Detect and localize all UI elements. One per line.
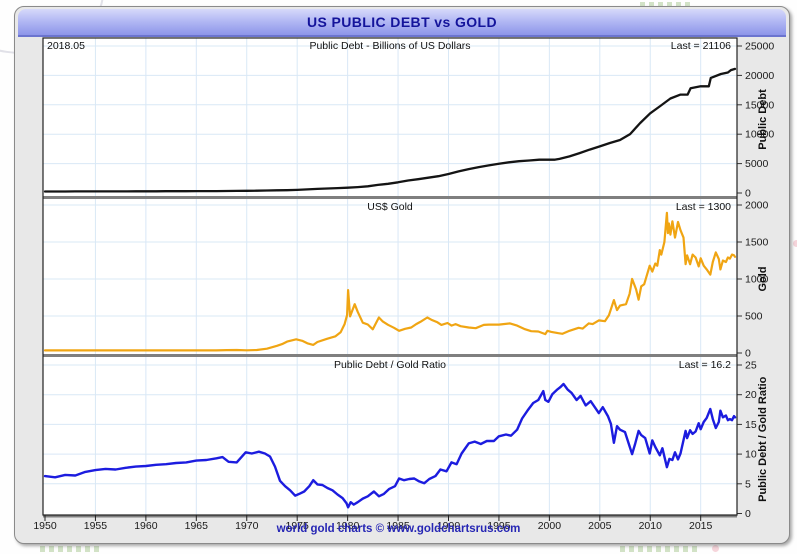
- xtick-label: 1990: [437, 520, 461, 532]
- xtick-label: 1975: [286, 520, 310, 532]
- watermark-dashes-bottom-left: [40, 546, 100, 552]
- xtick-label: 1985: [386, 520, 410, 532]
- gold-ytick-label: 1000: [745, 274, 769, 286]
- xtick-label: 1980: [336, 520, 360, 532]
- debt-gold-ratio-ytick-label: 0: [745, 508, 751, 520]
- xtick-label: 1970: [235, 520, 259, 532]
- gold-ytick-label: 0: [745, 348, 751, 360]
- xtick-label: 2000: [538, 520, 562, 532]
- debt-gold-ratio-last-label: Last = 16.2: [679, 359, 731, 371]
- debt-gold-ratio-line: [43, 382, 737, 509]
- debt-gold-ratio-ytick-label: 25: [745, 360, 757, 372]
- xtick-label: 2005: [588, 520, 612, 532]
- gold-ytick-label: 2000: [745, 200, 769, 212]
- public-debt-panel-title: Public Debt - Billions of US Dollars: [309, 40, 470, 52]
- date-label: 2018.05: [47, 40, 85, 52]
- window-title: US PUBLIC DEBT vs GOLD: [306, 14, 498, 30]
- public-debt-last-label: Last = 21106: [671, 40, 731, 52]
- watermark-dashes-bottom-right: [620, 546, 700, 552]
- public-debt-ytick-label: 0: [745, 188, 751, 200]
- watermark-dashes-top-right: [640, 2, 690, 8]
- debt-gold-ratio-ytick-label: 20: [745, 389, 757, 401]
- panel-public-debt: 0 5000 10000 15000 20000 25000 Public Debt - B…: [43, 38, 774, 200]
- public-debt-ytick-label: 25000: [745, 41, 774, 53]
- debt-gold-ratio-axis-title: Public Debt / Gold Ratio: [757, 376, 769, 502]
- plot-border: [42, 37, 738, 516]
- gold-ytick-label: 500: [745, 311, 763, 323]
- panel-separator-2: [43, 354, 737, 357]
- debt-gold-ratio-ytick-label: 10: [745, 449, 757, 461]
- xtick-label: 1950: [33, 520, 57, 532]
- public-debt-line: [43, 67, 737, 193]
- xtick-label: 1995: [487, 520, 511, 532]
- watermark-dot-right: [793, 240, 797, 247]
- x-axis-bar: [43, 515, 737, 518]
- debt-gold-ratio-panel-title: Public Debt / Gold Ratio: [334, 359, 446, 371]
- watermark-dot-bottom: [712, 545, 719, 552]
- window-titlebar: US PUBLIC DEBT vs GOLD: [18, 9, 786, 37]
- public-debt-ytick-label: 5000: [745, 158, 769, 170]
- public-debt-axis-title: Public Debt: [757, 89, 769, 150]
- xtick-label: 1955: [84, 520, 108, 532]
- panel-separator-1: [43, 196, 737, 199]
- public-debt-ytick-label: 15000: [745, 99, 774, 111]
- xtick-label: 2015: [689, 520, 713, 532]
- debt-gold-ratio-ytick-label: 15: [745, 419, 757, 431]
- gold-line: [43, 211, 737, 352]
- gold-last-label: Last = 1300: [676, 201, 731, 213]
- public-debt-ytick-label: 10000: [745, 129, 774, 141]
- gold-ytick-label: 1500: [745, 237, 769, 249]
- xtick-label: 1960: [134, 520, 158, 532]
- gold-panel-title: US$ Gold: [367, 201, 413, 213]
- footer-credit: world gold charts © www.goldchartsrus.co…: [276, 523, 521, 535]
- gold-axis-title: Gold: [757, 266, 769, 291]
- xtick-label: 1965: [185, 520, 209, 532]
- panel-gold: 0 500 1000 1500 2000 US$ Gold Last = 1300 Gold: [43, 199, 769, 360]
- public-debt-ytick-label: 20000: [745, 70, 774, 82]
- xtick-label: 2010: [639, 520, 663, 532]
- debt-gold-ratio-ytick-label: 5: [745, 478, 751, 490]
